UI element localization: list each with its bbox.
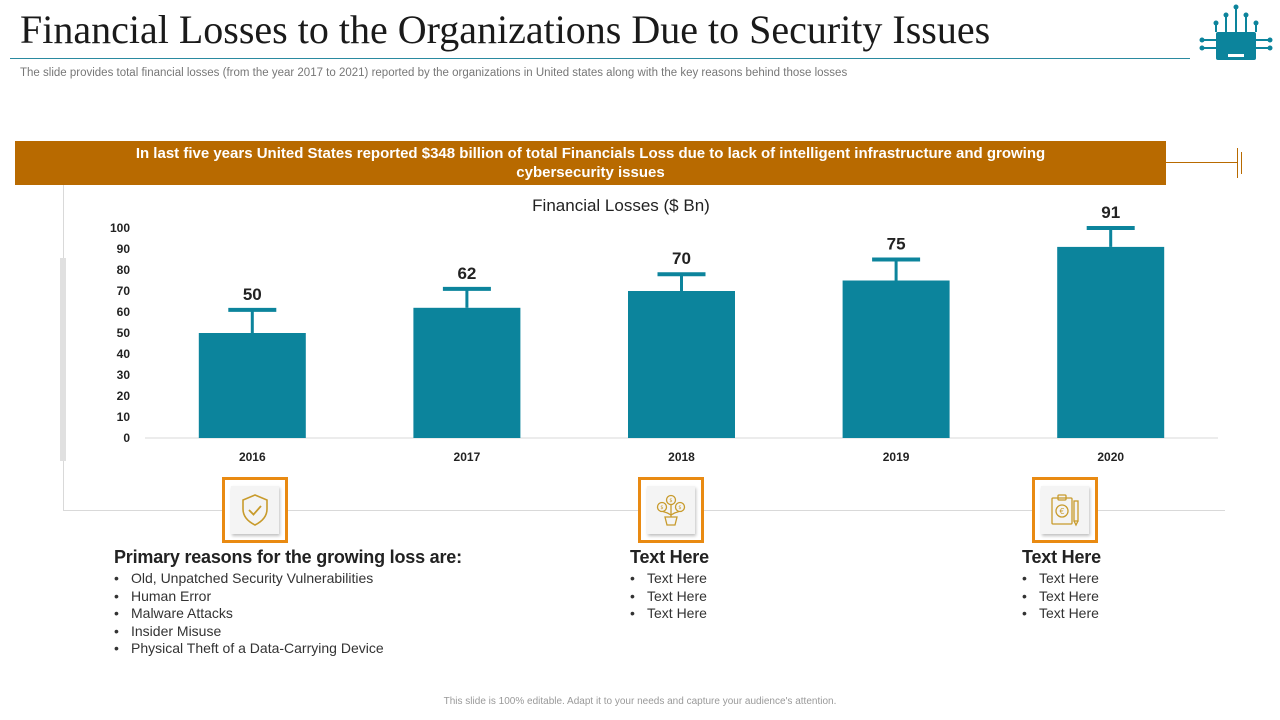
title-underline (10, 58, 1190, 59)
reasons-list: Old, Unpatched Security Vulnerabilities … (114, 570, 554, 658)
x-tick-label: 2018 (668, 450, 695, 464)
x-tick-label: 2016 (239, 450, 266, 464)
reasons-heading: Primary reasons for the growing loss are… (114, 547, 462, 567)
y-tick-label: 10 (117, 410, 131, 424)
svg-text:€: € (1059, 507, 1064, 516)
money-plant-icon: $ $ $ (656, 494, 686, 526)
bar (413, 307, 521, 438)
y-tick-label: 80 (117, 263, 131, 277)
icon-box-euro: € (1032, 477, 1098, 543)
list-item: Text Here (630, 605, 830, 623)
x-tick-label: 2017 (454, 450, 481, 464)
frame-accent-bar (60, 258, 66, 461)
bar (198, 333, 306, 438)
list-item: Insider Misuse (114, 623, 554, 641)
list-item: Text Here (1022, 588, 1222, 606)
y-tick-label: 60 (117, 305, 131, 319)
y-tick-label: 100 (110, 221, 130, 235)
icon-box-money: $ $ $ (638, 477, 704, 543)
euro-document-icon: € (1051, 494, 1079, 527)
x-tick-label: 2020 (1097, 450, 1124, 464)
bar (628, 291, 735, 438)
data-label: 50 (243, 285, 262, 304)
block-heading: Text Here (1022, 547, 1101, 567)
y-tick-label: 30 (117, 368, 131, 382)
svg-text:$: $ (660, 505, 663, 511)
list-item: Physical Theft of a Data-Carrying Device (114, 640, 554, 658)
list-item: Text Here (630, 570, 830, 588)
reasons-block: Primary reasons for the growing loss are… (114, 547, 554, 658)
bar (842, 280, 950, 438)
list-item: Text Here (1022, 570, 1222, 588)
list-item: Text Here (1022, 605, 1222, 623)
icon-box-security (222, 477, 288, 543)
banner-connector-tick (1241, 152, 1242, 174)
x-axis: 2016 2017 2018 2019 2020 (239, 450, 1124, 464)
text-block-3: Text Here Text Here Text Here Text Here (1022, 547, 1222, 623)
bar-series: 50 62 70 75 91 (198, 203, 1165, 438)
data-label: 70 (672, 249, 691, 268)
banner-connector-tick (1237, 148, 1238, 178)
banner-connector-line (1166, 162, 1238, 163)
summary-banner: In last five years United States reporte… (15, 141, 1166, 185)
data-label: 91 (1101, 203, 1120, 222)
x-tick-label: 2019 (883, 450, 910, 464)
data-label: 62 (457, 264, 476, 283)
block-list: Text Here Text Here Text Here (630, 570, 830, 623)
block-heading: Text Here (630, 547, 709, 567)
data-label: 75 (887, 235, 906, 254)
text-block-2: Text Here Text Here Text Here Text Here (630, 547, 830, 623)
list-item: Human Error (114, 588, 554, 606)
list-item: Text Here (630, 588, 830, 606)
bar (1057, 246, 1165, 438)
y-tick-label: 70 (117, 284, 131, 298)
slide-title: Financial Losses to the Organizations Du… (20, 7, 991, 52)
y-tick-label: 20 (117, 389, 131, 403)
y-axis: 0 10 20 30 40 50 60 70 80 90 100 (110, 221, 130, 445)
circuit-chip-icon (1199, 4, 1273, 60)
y-tick-label: 50 (117, 326, 131, 340)
svg-text:$: $ (669, 498, 672, 504)
slide-subtitle: The slide provides total financial losse… (20, 67, 848, 79)
slide-footer: This slide is 100% editable. Adapt it to… (443, 696, 837, 707)
list-item: Malware Attacks (114, 605, 554, 623)
shield-check-icon (242, 494, 268, 526)
block-list: Text Here Text Here Text Here (1022, 570, 1222, 623)
svg-text:$: $ (678, 505, 681, 511)
chart-title: Financial Losses ($ Bn) (532, 196, 710, 215)
list-item: Old, Unpatched Security Vulnerabilities (114, 570, 554, 588)
y-tick-label: 0 (123, 431, 130, 445)
y-tick-label: 40 (117, 347, 131, 361)
y-tick-label: 90 (117, 242, 131, 256)
